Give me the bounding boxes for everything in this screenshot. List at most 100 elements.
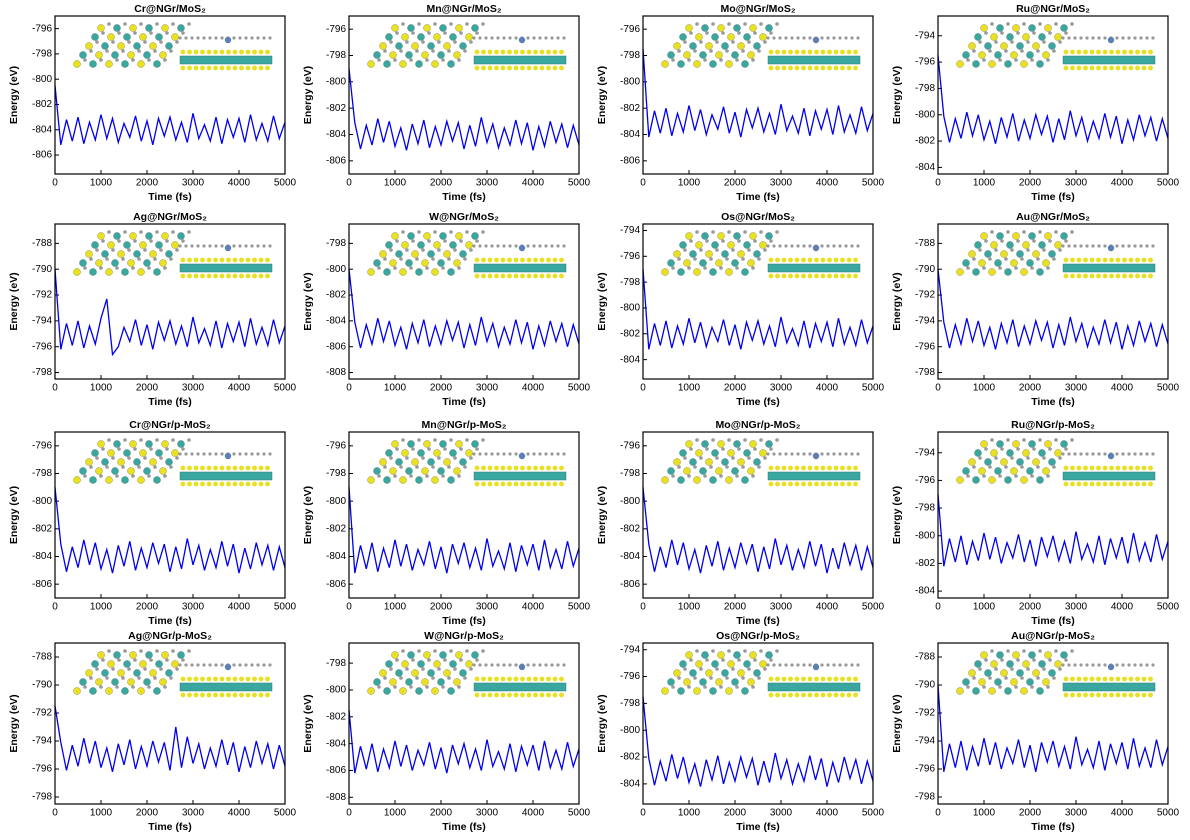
atom [111,248,115,252]
atom [978,667,982,671]
atom [1004,476,1011,483]
atom [808,36,811,39]
atom [1121,663,1124,666]
atom [766,663,769,666]
x-tick-label: 5000 [274,178,297,189]
atom [827,50,832,55]
atom [202,663,205,666]
atom [207,482,212,487]
y-tick-label: -802 [620,103,640,114]
atom [556,244,559,247]
atom [546,50,551,55]
atom [83,685,87,689]
atom [553,66,558,71]
y-axis-label: Energy (eV) [302,66,314,124]
atom [1036,687,1043,694]
atom [389,467,396,474]
atom [520,693,525,698]
atom [538,452,541,455]
atom [715,678,722,685]
atom [1083,50,1088,55]
atom [1070,466,1075,471]
atom [966,58,970,62]
atom [507,693,512,698]
atom [1090,677,1095,682]
atom [1000,31,1004,35]
atom [527,50,532,55]
atom [685,24,692,31]
atom [978,467,985,474]
atom [808,244,811,247]
atom [775,274,780,279]
atom [974,660,981,667]
atom [1103,244,1106,247]
atom [123,649,127,653]
atom [232,244,235,247]
atom [813,245,819,251]
atom [1103,36,1106,39]
atom [129,440,136,447]
atom [439,651,446,658]
atom [427,447,431,451]
atom [1109,482,1114,487]
subplot: Au@NGr/p-MoS₂-798-796-794-792-790-788010… [891,630,1180,833]
atom [1103,677,1108,682]
atom [507,274,512,279]
atom [145,232,152,239]
atom [743,241,750,248]
atom [484,36,487,39]
atom [163,685,167,689]
atom [753,669,760,676]
x-axis-label: Time (fs) [148,191,192,203]
atom [484,452,487,455]
atom [1004,676,1008,680]
atom [139,649,143,653]
atom [91,241,98,248]
atom [395,447,399,451]
atom [1032,458,1039,465]
atom [980,232,987,239]
atom [689,458,696,465]
atom [447,476,454,483]
atom [968,42,975,49]
x-axis-label: Time (fs) [148,615,192,627]
atom [784,663,787,666]
atom [814,66,819,71]
atom [782,677,787,682]
atom [453,248,457,252]
atom [550,452,553,455]
atom [790,244,793,247]
atom [131,685,135,689]
atom [421,667,425,671]
atom [782,466,787,471]
atom [502,244,505,247]
atom [790,452,793,455]
atom [457,685,461,689]
atom [532,36,535,39]
atom [415,257,419,261]
atom [101,42,108,49]
atom [693,268,700,275]
y-tick-label: -796 [915,57,935,68]
atom [514,66,519,71]
atom [250,452,253,455]
atom [459,669,466,676]
atom [1012,651,1019,658]
atom [1133,244,1136,247]
atom [705,447,709,451]
atom [1096,50,1101,55]
atom [501,693,506,698]
atom [832,36,835,39]
atom [259,274,264,279]
atom [1030,685,1034,689]
atom [763,248,767,252]
atom [527,482,532,487]
x-tick-label: 0 [935,808,941,819]
y-tick-label: -798 [326,658,346,669]
atom [214,663,217,666]
atom [1096,693,1101,698]
atom [1020,49,1024,53]
y-tick-label: -798 [915,792,935,803]
atom [1142,274,1147,279]
atom [79,51,86,58]
